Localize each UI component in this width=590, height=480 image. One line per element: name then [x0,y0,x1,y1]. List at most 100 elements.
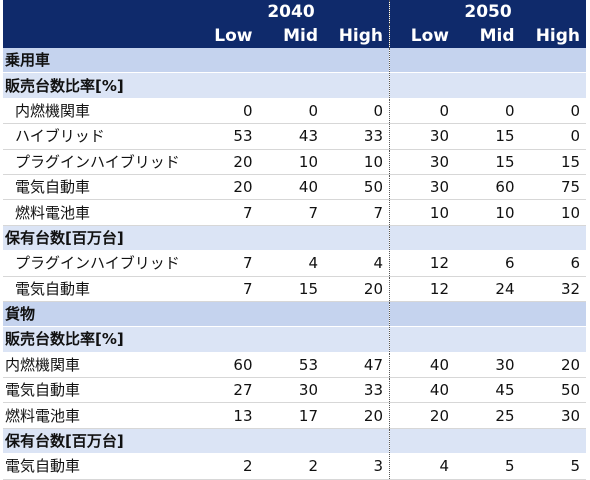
scenario-header: Low [193,24,259,48]
table-header: 2040 2050 Low Mid High Low Mid High [3,0,587,48]
value-cell: 53 [258,352,324,379]
block-header-fill [193,225,259,252]
value-cell: 7 [324,199,390,226]
value-cell: 17 [258,402,324,429]
value-cell: 53 [193,123,259,150]
value-cell: 10 [324,149,390,175]
section-header: 貨物 [3,301,587,328]
block-header-fill [520,225,587,252]
value-cell: 4 [324,250,390,277]
value-cell: 7 [193,276,259,302]
block-header: 保有台数[百万台] [3,428,587,455]
value-cell: 2 [258,453,324,480]
section-header-fill [193,301,259,328]
row-label: 内燃機関車 [3,98,193,125]
value-cell: 33 [324,123,390,150]
value-cell: 2 [193,453,259,480]
year-2040-header: 2040 [193,0,390,24]
year-2050-header: 2050 [389,0,587,24]
value-cell: 40 [389,377,456,404]
block-header-label: 販売台数比率[%] [3,326,193,353]
row-label: 内燃機関車 [3,352,193,379]
value-cell: 0 [324,98,390,125]
scenario-header: Low [389,24,456,48]
row-label: 電気自動車 [3,453,193,480]
block-header-label: 販売台数比率[%] [3,72,193,99]
section-header-fill [258,48,324,74]
section-header: 乗用車 [3,48,587,74]
table-row: プラグインハイブリッド 20 10 10 30 15 15 [3,149,587,175]
value-cell: 12 [389,276,456,302]
value-cell: 50 [324,174,390,201]
scenario-table: 2040 2050 Low Mid High Low Mid High 乗用車販… [3,0,587,480]
row-label: ハイブリッド [3,123,193,150]
value-cell: 0 [520,123,587,150]
row-label: 電気自動車 [3,377,193,404]
value-cell: 13 [193,402,259,429]
section-header-fill [193,48,259,74]
value-cell: 25 [455,402,521,429]
value-cell: 15 [455,149,521,175]
block-header-label: 保有台数[百万台] [3,428,193,455]
value-cell: 50 [520,377,587,404]
block-header-fill [258,225,324,252]
value-cell: 15 [455,123,521,150]
value-cell: 0 [520,98,587,125]
row-label: 燃料電池車 [3,199,193,226]
value-cell: 20 [324,276,390,302]
section-header-label: 貨物 [3,301,193,328]
value-cell: 30 [389,149,456,175]
block-header-fill [455,326,521,353]
value-cell: 10 [258,149,324,175]
block-header-fill [389,225,456,252]
value-cell: 4 [389,453,456,480]
value-cell: 60 [193,352,259,379]
section-header-label: 乗用車 [3,48,193,74]
section-header-fill [520,48,587,74]
row-label: 燃料電池車 [3,402,193,429]
scenario-header: High [520,24,587,48]
table-body: 乗用車 販売台数比率[%] 内燃機関車 0 0 0 0 0 0 ハイブリッド 53 43 33 30 15 0… [3,48,587,480]
block-header-fill [389,428,456,455]
value-cell: 27 [193,377,259,404]
value-cell: 10 [389,199,456,226]
block-header-fill [389,326,456,353]
value-cell: 43 [258,123,324,150]
block-header-fill [258,72,324,99]
year-header-row: 2040 2050 [3,0,587,48]
block-header-fill [455,225,521,252]
block-header-fill [193,72,259,99]
section-header-fill [520,301,587,328]
value-cell: 0 [193,98,259,125]
value-cell: 0 [455,98,521,125]
value-cell: 5 [455,453,521,480]
value-cell: 12 [389,250,456,277]
row-label: 電気自動車 [3,276,193,302]
value-cell: 10 [520,199,587,226]
table-row: 燃料電池車 7 7 7 10 10 10 [3,199,587,226]
value-cell: 33 [324,377,390,404]
value-cell: 30 [258,377,324,404]
value-cell: 30 [389,174,456,201]
value-cell: 20 [193,149,259,175]
value-cell: 0 [389,98,456,125]
row-label: プラグインハイブリッド [3,250,193,277]
section-header-fill [324,48,390,74]
value-cell: 20 [324,402,390,429]
value-cell: 47 [324,352,390,379]
value-cell: 24 [455,276,521,302]
section-header-fill [324,301,390,328]
section-header-fill [389,301,456,328]
block-header-fill [324,428,390,455]
value-cell: 15 [258,276,324,302]
block-header: 販売台数比率[%] [3,72,587,99]
block-header-fill [258,326,324,353]
value-cell: 10 [455,199,521,226]
block-header-label: 保有台数[百万台] [3,225,193,252]
block-header-fill [520,326,587,353]
table-row: 内燃機関車 0 0 0 0 0 0 [3,98,587,125]
block-header-fill [193,428,259,455]
scenario-header-row: Low Mid High Low Mid High [3,24,587,48]
value-cell: 45 [455,377,521,404]
block-header: 保有台数[百万台] [3,225,587,252]
